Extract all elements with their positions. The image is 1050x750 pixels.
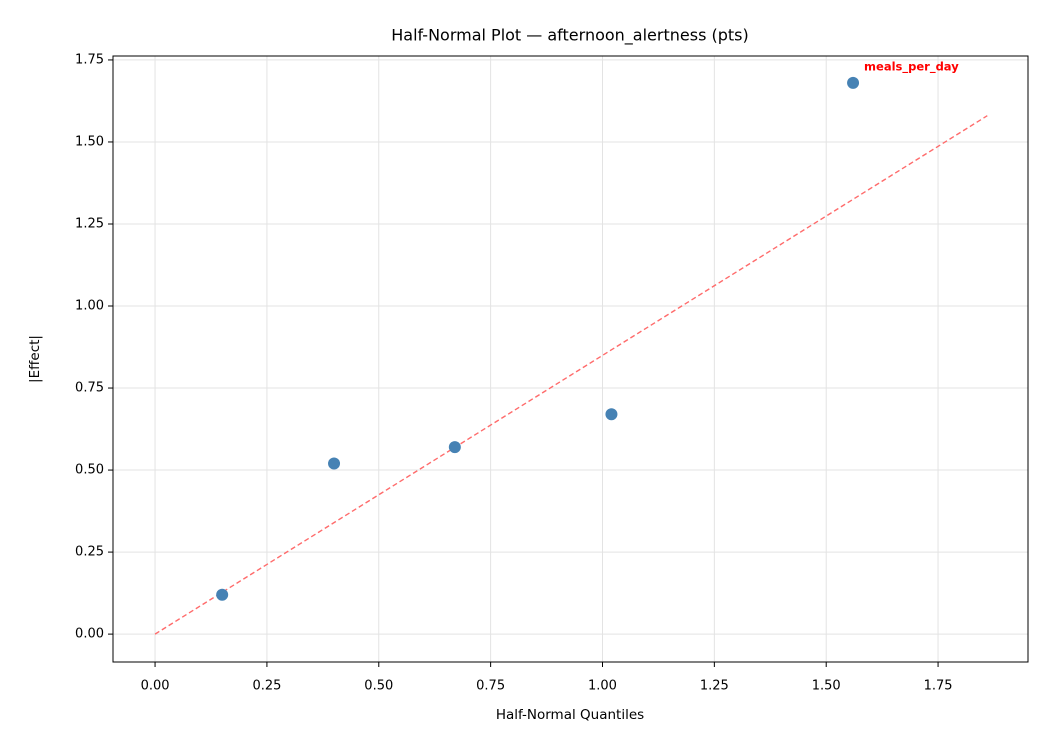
- y-tick-label: 1.50: [75, 134, 104, 149]
- point: [328, 457, 341, 470]
- y-tick-label: 0.50: [75, 463, 104, 478]
- x-tick-label: 0.00: [141, 679, 170, 694]
- chart-title: Half-Normal Plot — afternoon_alertness (…: [391, 26, 748, 46]
- y-tick-label: 0.00: [75, 627, 104, 642]
- x-tick-label: 0.50: [364, 679, 393, 694]
- y-tick-label: 0.75: [75, 381, 104, 396]
- plot-frame: [112, 55, 1029, 663]
- x-tick-label: 1.25: [700, 679, 729, 694]
- x-axis-label: Half-Normal Quantiles: [496, 707, 644, 723]
- x-tick-label: 1.75: [924, 679, 953, 694]
- y-axis-label: |Effect|: [27, 335, 43, 383]
- x-tick-label: 0.75: [476, 679, 505, 694]
- y-tick-label: 1.00: [75, 299, 104, 314]
- x-tick-label: 1.50: [812, 679, 841, 694]
- annotation: meals_per_day: [864, 59, 959, 74]
- x-tick-label: 0.25: [252, 679, 281, 694]
- point: [605, 408, 618, 421]
- point: [847, 76, 860, 89]
- reference-line: [154, 115, 988, 635]
- y-tick-label: 1.75: [75, 52, 104, 67]
- y-tick-label: 1.25: [75, 216, 104, 231]
- point: [448, 441, 461, 454]
- point: [216, 588, 229, 601]
- y-tick-label: 0.25: [75, 545, 104, 560]
- x-tick-label: 1.00: [588, 679, 617, 694]
